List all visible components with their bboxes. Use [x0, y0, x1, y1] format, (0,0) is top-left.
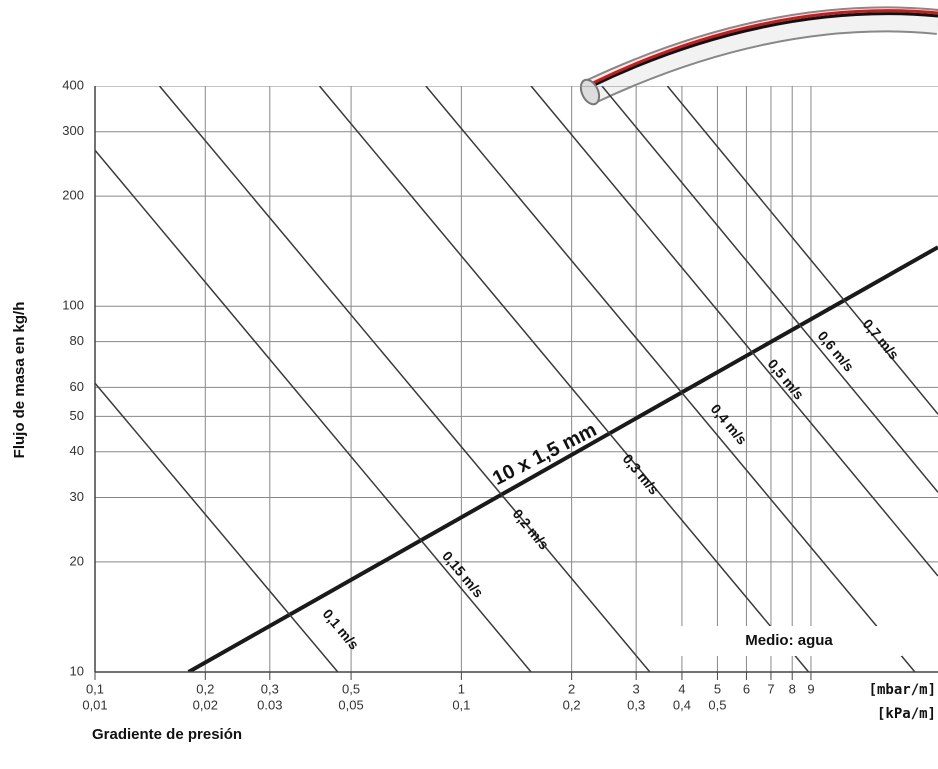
line-label: 0,3 m/s	[620, 451, 663, 498]
series-line	[95, 382, 339, 672]
line-label: 10 x 1,5 mm	[489, 419, 600, 490]
x-tick-label: 4	[678, 681, 685, 696]
series-line	[601, 86, 938, 493]
x-tick-label: 9	[807, 681, 814, 696]
y-tick-label: 200	[62, 188, 84, 203]
x-tick-label: 8	[789, 681, 796, 696]
series-line	[666, 86, 938, 415]
pipe-illustration	[579, 6, 938, 106]
y-tick-label: 50	[70, 408, 84, 423]
x2-tick-label: 0,01	[82, 697, 107, 712]
y-tick-label: 20	[70, 553, 84, 568]
x-tick-label: 5	[714, 681, 721, 696]
x-tick-label: 0,1	[86, 681, 104, 696]
x2-tick-label: 0,4	[673, 697, 691, 712]
x-tick-label: 3	[633, 681, 640, 696]
x-tick-label: 6	[743, 681, 750, 696]
y-tick-label: 30	[70, 489, 84, 504]
x2-tick-label: 0,05	[338, 697, 363, 712]
x-tick-label: 0,5	[342, 681, 360, 696]
line-label: 0,7 m/s	[860, 316, 903, 363]
series-line	[318, 86, 810, 672]
annotation: Medio: agua	[745, 632, 833, 649]
x2-tick-label: 0,5	[708, 697, 726, 712]
x2-tick-label: 0.03	[257, 697, 282, 712]
x2-tick-label: 0,02	[193, 697, 218, 712]
x2-unit: [kPa/m]	[877, 706, 936, 722]
line-label: 0,4 m/s	[708, 401, 751, 448]
x-tick-label: 1	[458, 681, 465, 696]
y-tick-label: 10	[70, 663, 84, 678]
y-tick-label: 40	[70, 443, 84, 458]
y-tick-label: 100	[62, 298, 84, 313]
y-axis-title: Flujo de masa en kg/h	[11, 302, 28, 459]
x2-tick-label: 0,1	[452, 697, 470, 712]
series-line	[158, 86, 651, 672]
x2-tick-label: 0,3	[627, 697, 645, 712]
annotation-box	[676, 626, 902, 656]
x-tick-label: 7	[767, 681, 774, 696]
line-label: 0,2 m/s	[510, 506, 553, 553]
x-unit: [mbar/m]	[869, 682, 936, 698]
x2-tick-label: 0,2	[563, 697, 581, 712]
x-axis-title: Gradiente de presión	[92, 726, 242, 743]
x-tick-label: 2	[568, 681, 575, 696]
series-line	[425, 86, 916, 672]
x-tick-label: 0,2	[196, 681, 214, 696]
line-label: 0,1 m/s	[320, 606, 363, 653]
series-line	[530, 86, 938, 577]
y-tick-label: 80	[70, 333, 84, 348]
y-tick-label: 400	[62, 77, 84, 92]
x-tick-label: 0,3	[261, 681, 279, 696]
y-tick-label: 60	[70, 379, 84, 394]
series-line	[95, 149, 532, 672]
series-line	[187, 245, 938, 672]
y-tick-label: 300	[62, 123, 84, 138]
line-label: 0,15 m/s	[439, 548, 487, 601]
